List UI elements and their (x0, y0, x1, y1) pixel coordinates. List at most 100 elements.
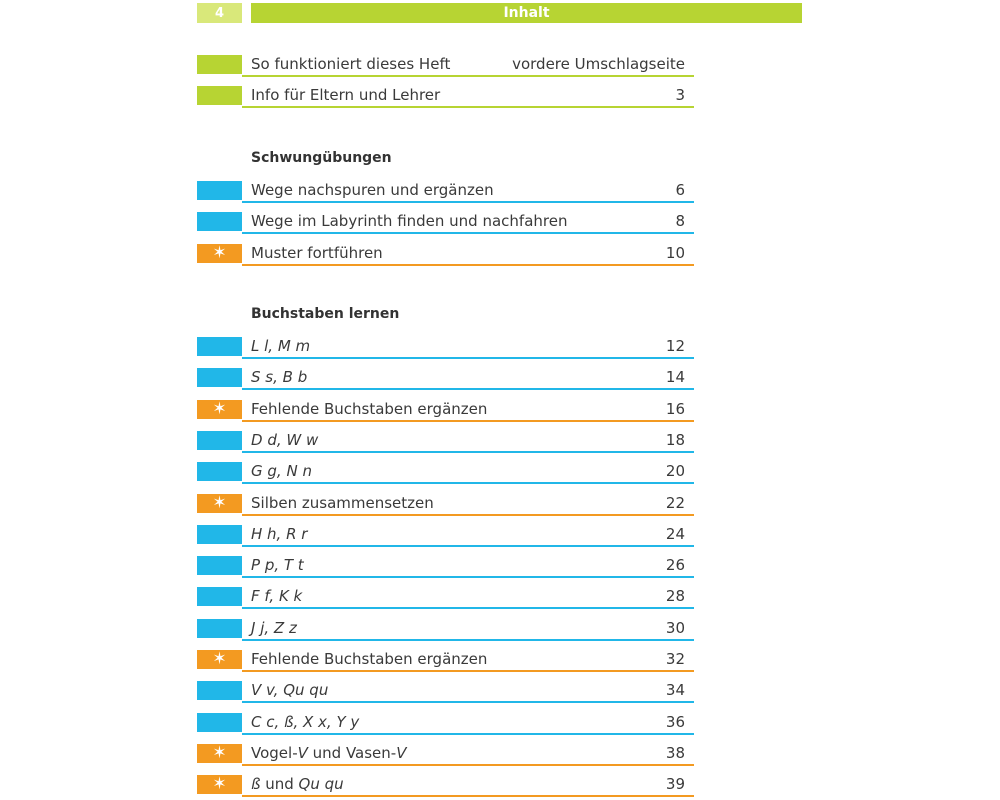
star-icon: ✶ (197, 399, 242, 419)
entry-title: H h, R r (251, 524, 308, 543)
entry-page: 14 (665, 368, 685, 387)
toc-entry: G g, N n 20 (197, 462, 694, 485)
entry-marker (197, 618, 242, 638)
entry-underline (242, 763, 694, 766)
toc-entry: L l, M m 12 (197, 337, 694, 359)
entry-underline (242, 419, 694, 422)
entry-title: L l, M m (251, 337, 311, 355)
toc-entry: Info für Eltern und Lehrer 3 (197, 86, 694, 109)
entry-page: 22 (665, 493, 685, 512)
entry-page: 32 (665, 650, 685, 668)
star-icon: ✶ (197, 650, 242, 669)
toc-entry: H h, R r 24 (197, 524, 694, 547)
entry-marker (197, 181, 242, 200)
entry-title: C c, ß, X x, Y y (251, 712, 360, 731)
star-icon: ✶ (197, 743, 242, 763)
section-title: Schwungübungen (251, 150, 392, 166)
entry-title: Fehlende Buchstaben ergänzen (251, 399, 488, 418)
entry-page: 6 (675, 181, 685, 199)
entry-marker (197, 556, 242, 576)
entry-title: So funktioniert dieses Heft (251, 55, 451, 73)
entry-title: ß und Qu qu (251, 775, 344, 794)
entry-underline (242, 544, 694, 547)
entry-marker (197, 712, 242, 732)
entry-page: 3 (675, 86, 685, 105)
entry-marker (197, 681, 242, 701)
star-icon: ✶ (197, 243, 242, 263)
entry-page: 12 (665, 337, 685, 355)
entry-underline (242, 388, 694, 391)
entry-title: Vogel-V und Vasen-V (251, 743, 407, 762)
entry-title: Fehlende Buchstaben ergänzen (251, 650, 488, 668)
toc-entry: ✶ Vogel-V und Vasen-V 38 (197, 743, 694, 766)
entry-underline (242, 450, 694, 453)
toc-entry: Wege nachspuren und ergänzen 6 (197, 181, 694, 203)
entry-underline (242, 201, 694, 203)
entry-page: 38 (665, 743, 685, 762)
entry-page: 16 (665, 399, 685, 418)
entry-underline (242, 576, 694, 579)
entry-page: 24 (665, 524, 685, 543)
entry-title: Info für Eltern und Lehrer (251, 86, 441, 105)
entry-title: Wege nachspuren und ergänzen (251, 181, 494, 199)
entry-page: 8 (675, 212, 685, 231)
entry-title: S s, B b (251, 368, 308, 387)
entry-page: 34 (665, 681, 685, 700)
entry-underline (242, 106, 694, 109)
page-title: Inhalt (251, 3, 802, 23)
entry-page: 10 (665, 243, 685, 262)
entry-underline (242, 795, 694, 798)
toc-entry: C c, ß, X x, Y y 36 (197, 712, 694, 735)
entry-page: 26 (665, 556, 685, 575)
toc-entry: ✶ Muster fortführen 10 (197, 243, 694, 266)
entry-title: Silben zusammensetzen (251, 493, 434, 512)
entry-marker (197, 86, 242, 106)
entry-marker (197, 462, 242, 482)
entry-marker (197, 368, 242, 388)
entry-underline (242, 701, 694, 704)
entry-underline (242, 357, 694, 359)
entry-marker (197, 430, 242, 450)
entry-underline (242, 482, 694, 485)
entry-title: Muster fortführen (251, 243, 383, 262)
entry-page: 18 (665, 430, 685, 449)
entry-page: 36 (665, 712, 685, 731)
toc-entry: S s, B b 14 (197, 368, 694, 391)
entry-title: F f, K k (251, 587, 303, 606)
toc-entry: ✶ Silben zusammensetzen 22 (197, 493, 694, 516)
toc-entry: V v, Qu qu 34 (197, 681, 694, 704)
page-number: 4 (197, 3, 242, 23)
entry-underline (242, 75, 694, 77)
toc-entry: So funktioniert dieses Heft vordere Umsch… (197, 55, 694, 77)
entry-marker (197, 337, 242, 356)
entry-title: P p, T t (251, 556, 304, 575)
entry-marker (197, 55, 242, 74)
entry-underline (242, 732, 694, 735)
entry-marker (197, 212, 242, 232)
entry-marker (197, 587, 242, 607)
toc-entry: P p, T t 26 (197, 556, 694, 579)
toc-entry: J j, Z z 30 (197, 618, 694, 641)
entry-page: 30 (665, 618, 685, 637)
toc-entry: F f, K k 28 (197, 587, 694, 610)
toc-entry: Wege im Labyrinth finden und nachfahren 8 (197, 212, 694, 235)
section-title: Buchstaben lernen (251, 306, 400, 322)
entry-page: vordere Umschlagseite (512, 55, 685, 73)
entry-title: G g, N n (251, 462, 312, 481)
entry-title: V v, Qu qu (251, 681, 329, 700)
star-icon: ✶ (197, 775, 242, 795)
entry-underline (242, 232, 694, 235)
entry-page: 20 (665, 462, 685, 481)
star-icon: ✶ (197, 493, 242, 513)
entry-underline (242, 607, 694, 610)
entry-underline (242, 638, 694, 641)
entry-marker (197, 524, 242, 544)
toc-entry: D d, W w 18 (197, 430, 694, 453)
entry-title: D d, W w (251, 430, 319, 449)
toc-entry: ✶ ß und Qu qu 39 (197, 775, 694, 798)
toc-entry: ✶ Fehlende Buchstaben ergänzen 16 (197, 399, 694, 422)
entry-underline (242, 670, 694, 672)
toc-entry: ✶ Fehlende Buchstaben ergänzen 32 (197, 650, 694, 672)
entry-title: Wege im Labyrinth finden und nachfahren (251, 212, 568, 231)
entry-underline (242, 263, 694, 266)
